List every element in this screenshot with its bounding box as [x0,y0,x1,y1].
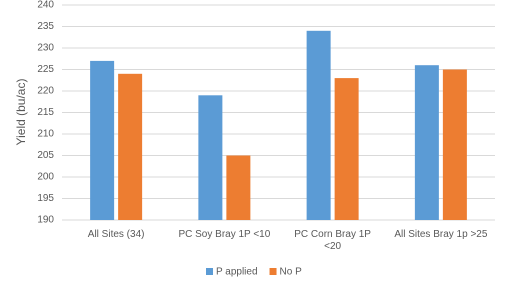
y-tick-label: 220 [37,86,54,97]
bar [414,65,439,220]
y-tick-label: 200 [37,172,54,183]
bar [198,95,223,220]
y-tick-label: 190 [37,215,54,226]
y-tick-label: 215 [37,107,54,118]
bar [334,78,359,220]
bar [442,69,467,220]
x-tick-label: PC Soy Bray 1P <10 [178,229,271,240]
x-tick-label: All Sites (34) [87,229,145,240]
legend-label: No P [280,267,303,278]
y-tick-label: 230 [37,43,54,54]
bar [90,60,115,221]
x-tick-label: PC Corn Bray 1P <20 [294,229,371,252]
legend-swatch [206,268,213,275]
legend-swatch [269,268,277,275]
bar [226,155,251,220]
y-tick-label: 225 [37,64,54,75]
bar [118,73,143,220]
y-tick-label: 235 [37,21,54,32]
y-tick-label: 240 [37,0,54,11]
y-axis-label: Yield (bu/ac) [14,79,28,146]
x-tick-label: All Sites Bray 1p >25 [394,229,488,240]
y-tick-label: 195 [37,193,54,204]
y-tick-label: 205 [37,150,54,161]
bar [306,30,331,220]
y-tick-label: 210 [37,129,54,140]
legend-label: P applied [216,267,258,278]
